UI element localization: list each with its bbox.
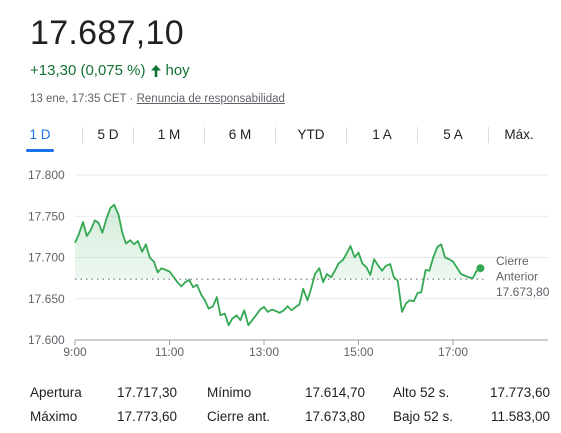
stats-row: Apertura 17.717,30 Mínimo 17.614,70 Alto…	[30, 380, 550, 404]
tab-ytd[interactable]: YTD	[297, 127, 325, 142]
tab-divider	[204, 127, 205, 143]
x-tick-label: 11:00	[155, 345, 184, 359]
timestamp: 13 ene, 17:35 CET	[30, 93, 127, 105]
stats-row: Máximo 17.773,60 Cierre ant. 17.673,80 B…	[30, 404, 550, 428]
previous-close-label: Cierre	[496, 254, 529, 268]
quote-meta: 13 ene, 17:35 CET · Renuncia de responsa…	[30, 93, 285, 105]
current-price: 17.687,10	[30, 14, 184, 52]
y-tick-label: 17.700	[28, 251, 65, 265]
y-tick-label: 17.750	[28, 209, 65, 223]
x-tick-label: 9:00	[63, 345, 87, 359]
tab-5d[interactable]: 5 D	[97, 127, 119, 142]
price-area	[75, 204, 481, 280]
tab-1d[interactable]: 1 D	[22, 121, 58, 152]
previous-close-label: Anterior	[496, 270, 538, 284]
range-tabs: 1 D 5 D 1 M 6 M YTD 1 A 5 A Máx.	[22, 120, 552, 152]
stat-prev-close-value: 17.673,80	[304, 408, 365, 424]
tab-max[interactable]: Máx.	[504, 127, 534, 142]
tab-divider	[133, 127, 134, 143]
tab-6m[interactable]: 6 M	[228, 127, 252, 142]
stat-open-label: Apertura	[30, 384, 82, 400]
stat-52w-high-value: 17.773,60	[489, 384, 550, 400]
stat-low-label: Mínimo	[207, 384, 252, 400]
stat-high-label: Máximo	[30, 408, 78, 424]
price-line	[74, 203, 481, 327]
stat-low-value: 17.614,70	[304, 384, 365, 400]
stat-52w-low-label: Bajo 52 s.	[393, 408, 454, 424]
arrow-up-icon	[150, 64, 161, 77]
tab-divider	[275, 127, 276, 143]
x-tick-label: 13:00	[249, 345, 279, 359]
price-change: +13,30 (0,075 %) hoy	[30, 62, 190, 79]
meta-separator: ·	[129, 93, 134, 105]
x-tick-label: 15:00	[343, 345, 373, 359]
change-value: +13,30 (0,075 %)	[30, 62, 146, 79]
stat-52w-low-value: 11.583,00	[490, 408, 550, 424]
y-tick-label: 17.650	[28, 292, 65, 306]
y-tick-label: 17.600	[28, 333, 65, 347]
tab-1m[interactable]: 1 M	[157, 127, 181, 142]
stats-table: Apertura 17.717,30 Mínimo 17.614,70 Alto…	[30, 380, 550, 428]
stat-open-value: 17.717,30	[116, 384, 177, 400]
current-price-marker	[476, 264, 485, 273]
previous-close-label: 17.673,80	[496, 285, 550, 299]
tab-divider	[82, 127, 83, 143]
tab-divider	[488, 127, 489, 143]
x-tick-label: 17:00	[438, 345, 468, 359]
tab-5a[interactable]: 5 A	[443, 127, 463, 142]
tab-divider	[346, 127, 347, 143]
stat-high-value: 17.773,60	[116, 408, 177, 424]
tab-divider	[417, 127, 418, 143]
price-chart[interactable]: 17.600 17.650 17.700 17.750 17.800 9:00 11:00…	[0, 158, 561, 363]
disclaimer-link[interactable]: Renuncia de responsabilidad	[136, 93, 285, 105]
stat-prev-close-label: Cierre ant.	[207, 408, 271, 424]
change-period: hoy	[165, 62, 190, 79]
tab-1a[interactable]: 1 A	[372, 127, 392, 142]
stat-52w-high-label: Alto 52 s.	[393, 384, 450, 400]
y-tick-label: 17.800	[28, 168, 65, 182]
